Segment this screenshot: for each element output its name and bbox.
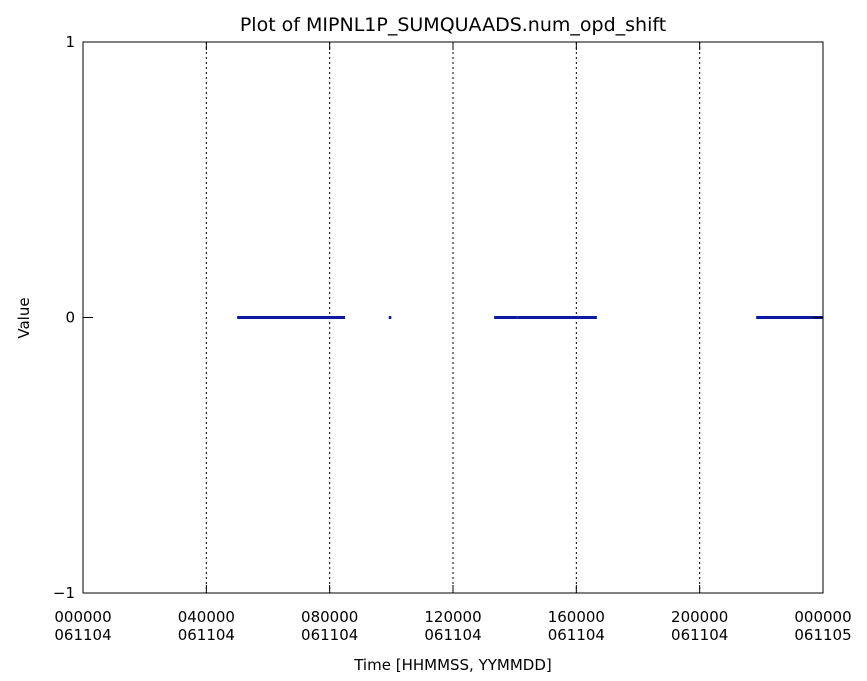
- x-tick-label-time: 200000: [671, 608, 728, 626]
- x-tick-label-date: 061104: [548, 626, 605, 644]
- x-tick-label-date: 061104: [301, 626, 358, 644]
- x-axis-ticks: 0000000611040400000611040800000611041200…: [54, 42, 852, 644]
- x-tick-label-time: 000000: [54, 608, 111, 626]
- x-tick-label-date: 061104: [424, 626, 481, 644]
- x-tick-label-date: 061105: [794, 626, 851, 644]
- x-tick-label-date: 061104: [54, 626, 111, 644]
- y-tick-label: 0: [65, 309, 75, 327]
- x-axis-label: Time [HHMMSS, YYMMDD]: [353, 656, 552, 674]
- y-axis-label: Value: [15, 297, 33, 338]
- x-tick-label-time: 000000: [794, 608, 851, 626]
- x-tick-label-time: 040000: [178, 608, 235, 626]
- x-tick-label-time: 120000: [424, 608, 481, 626]
- y-axis-ticks: 1 0 −1: [53, 33, 823, 602]
- y-tick-label: 1: [65, 33, 75, 51]
- x-tick-label-date: 061104: [178, 626, 235, 644]
- chart-title: Plot of MIPNL1P_SUMQUAADS.num_opd_shift: [240, 14, 666, 36]
- y-tick-label: −1: [53, 584, 75, 602]
- x-tick-label-time: 160000: [548, 608, 605, 626]
- x-tick-label-time: 080000: [301, 608, 358, 626]
- x-tick-label-date: 061104: [671, 626, 728, 644]
